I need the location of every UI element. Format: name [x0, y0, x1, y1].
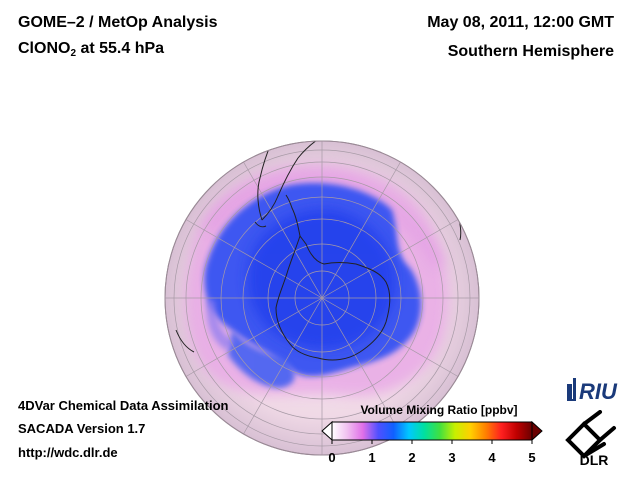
- colorbar-gradient: [331, 421, 533, 441]
- colorbar-tick-label-2: 2: [408, 450, 416, 465]
- colorbar-label: Volume Mixing Ratio [ppbv]: [360, 403, 518, 417]
- colorbar-tick-label-4: 4: [488, 450, 496, 465]
- dlr-logo-text: DLR: [580, 452, 609, 468]
- analysis-datetime: May 08, 2011, 12:00 GMT: [427, 14, 614, 31]
- hemisphere-label: Southern Hemisphere: [447, 43, 614, 60]
- colorbar-tick-label-1: 1: [368, 450, 376, 465]
- australia-coastline: [175, 329, 195, 353]
- antarctica-coastline: [275, 235, 391, 361]
- pressure-level: at 55.4 hPa: [76, 40, 165, 57]
- colorbar-tick-label-0: 0: [328, 450, 336, 465]
- colorbar: [321, 420, 543, 444]
- antarctic-peninsula: [285, 194, 301, 237]
- meridians: [165, 141, 479, 455]
- species-name: ClONO: [18, 40, 71, 57]
- colorbar-tick-label-3: 3: [448, 450, 456, 465]
- footer-url[interactable]: http://wdc.dlr.de: [18, 445, 118, 460]
- low-mixing-ratio-core: [247, 209, 396, 349]
- title-line-2: ClONO2 at 55.4 hPa: [18, 40, 164, 59]
- riu-logo: RIU: [567, 378, 618, 404]
- colorbar-tick-label-5: 5: [528, 450, 536, 465]
- title-line-1: GOME–2 / MetOp Analysis: [18, 14, 218, 31]
- tierra-del-fuego: [254, 221, 267, 228]
- species-subscript: 2: [70, 48, 77, 59]
- south-america-coastline: [257, 141, 327, 221]
- colorbar-right-arrow: [531, 420, 543, 442]
- dlr-logo: DLR: [565, 410, 616, 468]
- vortex-tail-violet: [206, 300, 235, 350]
- mixing-ratio-ring-outer-arm: [203, 173, 447, 269]
- riu-logo-text: RIU: [579, 379, 618, 404]
- footer-version: SACADA Version 1.7: [18, 421, 146, 436]
- vortex-tail: [228, 330, 295, 388]
- colorbar-left-arrow: [321, 420, 333, 442]
- footer-method: 4DVar Chemical Data Assimilation: [18, 398, 229, 413]
